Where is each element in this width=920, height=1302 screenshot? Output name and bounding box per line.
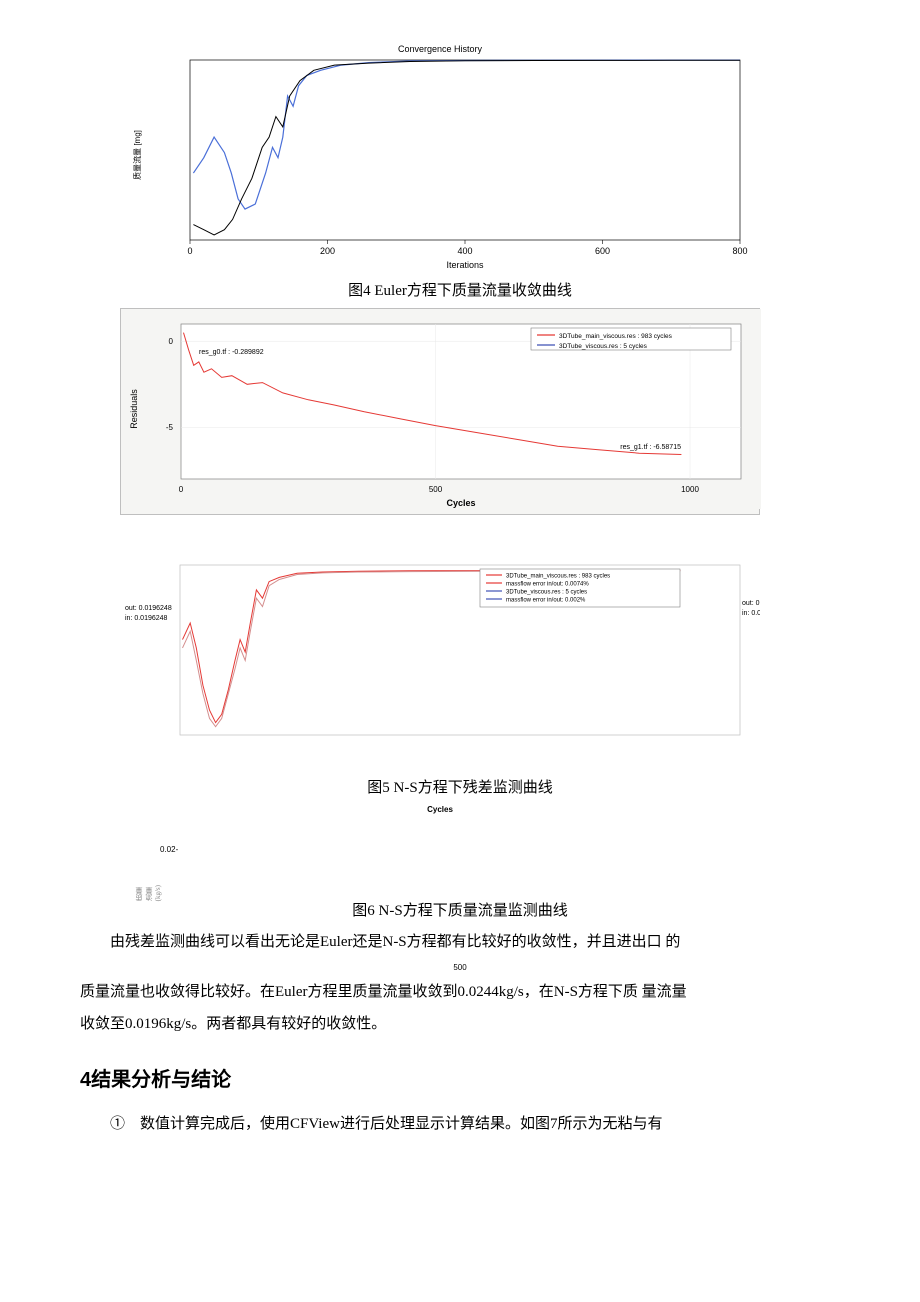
chart-6-xlabel: Cycles [120,805,760,814]
svg-text:3DTube_viscous.res : 5 cycles: 3DTube_viscous.res : 5 cycles [559,343,648,350]
chart-6-placeholder: Cycles 0.02- 质量流量 (kg/s) [120,805,760,895]
svg-text:0: 0 [169,337,174,346]
chart-5a-annot-right: res_g1.tf : -6.58715 [620,444,681,451]
chart-6-ytick: 0.02- [160,845,178,854]
paragraph-2a: 质量流量也收敛得比较好。在Euler方程里质量流量收敛到0.0244kg/s，在… [80,978,840,1007]
svg-text:3DTube_main_viscous.res : 983: 3DTube_main_viscous.res : 983 cycles [506,574,610,580]
stray-xtick-500: 500 [80,963,840,972]
section-4-heading: 4结果分析与结论 [80,1063,840,1092]
chart-5b-massflow: 3DTube_main_viscous.res : 983 cycles mass… [120,555,760,760]
chart-6-ylabel: 质量流量 (kg/s) [134,885,162,901]
chart-5a-annot-left: res_g0.tf : -0.289892 [199,349,264,356]
chart-4-ylabel: 质量流量 [mg] [132,130,142,180]
chart-4-svg: Convergence History 0 200 400 600 800 Iterat… [120,40,760,270]
chart-6-caption: 图6 N-S方程下质量流量监测曲线 [80,899,840,920]
paragraph-1: 由残差监测曲线可以看出无论是Euler还是N-S方程都有比较好的收敛性，并且进出… [80,928,840,957]
svg-text:0: 0 [187,246,192,256]
svg-text:3DTube_main_viscous.res : 983: 3DTube_main_viscous.res : 983 cycles [559,333,673,340]
svg-text:massflow error in/out: 0.0074%: massflow error in/out: 0.0074% [506,582,589,588]
svg-text:massflow error in/out: 0.002%: massflow error in/out: 0.002% [506,598,586,604]
c5b-annot-li: in: 0.0196248 [125,615,168,622]
paragraph-2b: 收敛至0.0196kg/s。两者都具有较好的收敛性。 [80,1010,840,1039]
chart-5b-svg: 3DTube_main_viscous.res : 983 cycles mass… [120,555,760,755]
c5b-annot-lo: out: 0.0196248 [125,605,172,612]
svg-text:0: 0 [179,485,184,494]
chart-5a-ylabel: Residuals [129,389,139,429]
svg-text:3DTube_viscous.res : 5 cycles: 3DTube_viscous.res : 5 cycles [506,590,587,596]
svg-text:1000: 1000 [681,485,699,494]
svg-text:500: 500 [429,485,443,494]
chart-4-caption: 图4 Euler方程下质量流量收敛曲线 [80,279,840,300]
paragraph-3: ① 数值计算完成后，使用CFView进行后处理显示计算结果。如图7所示为无粘与有 [80,1110,840,1139]
chart-5a-xlabel: Cycles [446,498,475,508]
svg-text:200: 200 [320,246,335,256]
svg-text:400: 400 [457,246,472,256]
chart-4-xlabel: Iterations [446,260,484,270]
svg-text:600: 600 [595,246,610,256]
c5b-annot-ri: in: 0.019658 [742,610,760,617]
chart-5a-svg: 0 -5 0 500 1000 Cycles 3DTube_main_visco… [121,309,761,509]
chart-5a-residuals: 0 -5 0 500 1000 Cycles 3DTube_main_visco… [120,308,760,515]
chart-4-convergence: Convergence History 0 200 400 600 800 Iterat… [120,40,760,275]
chart-5-caption: 图5 N-S方程下残差监测曲线 [80,776,840,797]
svg-text:800: 800 [732,246,747,256]
svg-text:-5: -5 [166,423,174,432]
chart-4-title: Convergence History [398,44,483,54]
c5b-annot-ro: out: 0.0196591 [742,600,760,607]
